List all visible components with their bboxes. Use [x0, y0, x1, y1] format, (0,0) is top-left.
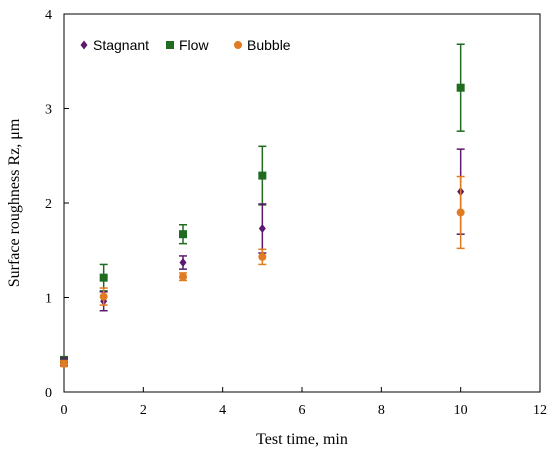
data-point [456, 83, 465, 92]
data-point [456, 208, 465, 217]
legend-label: Stagnant [93, 37, 149, 53]
data-point [179, 272, 187, 281]
legend-marker [234, 41, 242, 49]
y-tick-label: 4 [45, 8, 52, 23]
series-bubble [60, 175, 465, 368]
y-tick-label: 0 [45, 386, 52, 401]
x-tick-label: 12 [533, 403, 547, 418]
data-series [60, 43, 465, 368]
data-point [179, 230, 187, 239]
x-axis-title: Test time, min [256, 431, 348, 448]
data-point [179, 258, 187, 268]
legend-label: Flow [179, 37, 209, 53]
y-tick-label: 1 [45, 292, 52, 307]
axis-ticks [63, 13, 541, 393]
legend-marker [80, 40, 88, 50]
x-tick-label: 4 [219, 403, 226, 418]
legend-marker [166, 41, 174, 49]
plot-area [63, 13, 541, 393]
y-axis-title: Surface roughness Rz, μm [6, 118, 23, 287]
plot-border [63, 13, 541, 393]
y-tick-label: 3 [45, 103, 52, 118]
legend-item-flow: Flow [166, 37, 209, 53]
data-point [258, 224, 266, 234]
legend-item-stagnant: Stagnant [80, 37, 149, 53]
data-point [258, 252, 267, 261]
data-point [99, 292, 108, 301]
legend-item-bubble: Bubble [234, 37, 291, 53]
data-point [60, 359, 68, 368]
x-tick-label: 8 [378, 403, 385, 418]
legend-label: Bubble [247, 37, 291, 53]
data-point [99, 273, 108, 282]
legend: Stagnant Flow Bubble [80, 37, 291, 53]
x-tick-label: 0 [61, 403, 68, 418]
y-tick-label: 2 [45, 197, 52, 212]
x-tick-label: 10 [454, 403, 468, 418]
x-tick-label: 2 [140, 403, 147, 418]
x-tick-label: 6 [299, 403, 306, 418]
data-point [258, 171, 267, 180]
